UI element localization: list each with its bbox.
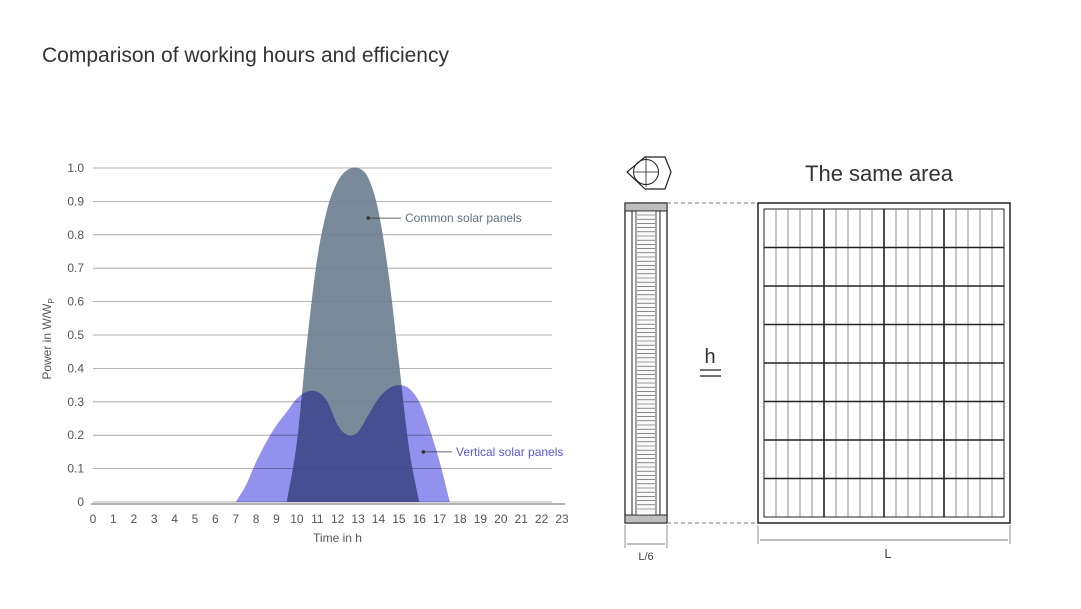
x-tick-label: 23	[555, 512, 569, 526]
vertical-panel-side-view	[624, 202, 668, 524]
x-tick-label: 7	[232, 512, 239, 526]
x-tick-label: 17	[433, 512, 447, 526]
y-axis-ticks: 0 0.1 0.2 0.3 0.4 0.5 0.6 0.7 0.8 0.9 1.0	[67, 161, 84, 509]
x-tick-label: 18	[453, 512, 467, 526]
x-tick-label: 11	[311, 512, 324, 526]
diagram-heading: The same area	[805, 161, 954, 186]
x-tick-label: 5	[192, 512, 199, 526]
common-panel-front-view	[757, 202, 1011, 524]
x-tick-label: 3	[151, 512, 158, 526]
x-tick-label: 0	[90, 512, 97, 526]
y-tick-label: 0.2	[67, 428, 84, 442]
x-tick-label: 21	[515, 512, 529, 526]
x-tick-label: 20	[494, 512, 508, 526]
height-label: h	[704, 346, 715, 368]
y-tick-label: 0.3	[67, 395, 84, 409]
y-tick-label: 0.8	[67, 228, 84, 242]
y-tick-label: 0.6	[67, 295, 84, 309]
y-tick-label: 0	[77, 495, 84, 509]
page-title: Comparison of working hours and efficien…	[42, 44, 449, 67]
panel-cell-grid	[764, 209, 1004, 517]
series-annotations: Common solar panels Vertical solar panels	[366, 211, 563, 459]
x-tick-label: 16	[413, 512, 427, 526]
vertical-panel-top-view	[626, 156, 672, 190]
x-tick-label: 14	[372, 512, 386, 526]
x-tick-label: 6	[212, 512, 219, 526]
vertical-panel-slats	[637, 214, 655, 510]
x-axis-title: Time in h	[313, 531, 362, 545]
series-areas	[235, 167, 450, 502]
series-area	[235, 385, 450, 502]
x-tick-label: 10	[290, 512, 304, 526]
y-tick-label: 0.5	[67, 328, 84, 342]
x-tick-label: 2	[130, 512, 137, 526]
x-tick-label: 4	[171, 512, 178, 526]
y-tick-label: 0.1	[67, 462, 84, 476]
annotation-label: Vertical solar panels	[456, 445, 563, 459]
y-axis-title-main: Power in W/W	[40, 303, 54, 380]
x-axis-ticks: 0 1 2 3 4 5 6 7 8 9 10 11 12 13 14 15 16 17 18 19 20 21 22 23	[90, 512, 569, 526]
x-tick-label: 1	[110, 512, 117, 526]
x-tick-label: 12	[331, 512, 345, 526]
annotation-label: Common solar panels	[405, 211, 522, 225]
x-tick-label: 19	[474, 512, 488, 526]
y-axis-title: Power in W/WP	[40, 298, 56, 379]
x-tick-label: 8	[253, 512, 260, 526]
y-axis-title-sub: P	[47, 298, 56, 303]
x-tick-label: 22	[535, 512, 549, 526]
length-label: L	[884, 546, 891, 561]
x-tick-label: 13	[351, 512, 365, 526]
y-tick-label: 1.0	[67, 161, 84, 175]
y-tick-label: 0.9	[67, 194, 84, 208]
y-tick-label: 0.7	[67, 261, 84, 275]
panel-comparison-diagram: h L/6 The same area L	[624, 156, 1011, 563]
x-tick-label: 15	[392, 512, 406, 526]
y-tick-label: 0.4	[67, 361, 84, 375]
width-label: L/6	[638, 551, 653, 563]
x-tick-label: 9	[273, 512, 280, 526]
